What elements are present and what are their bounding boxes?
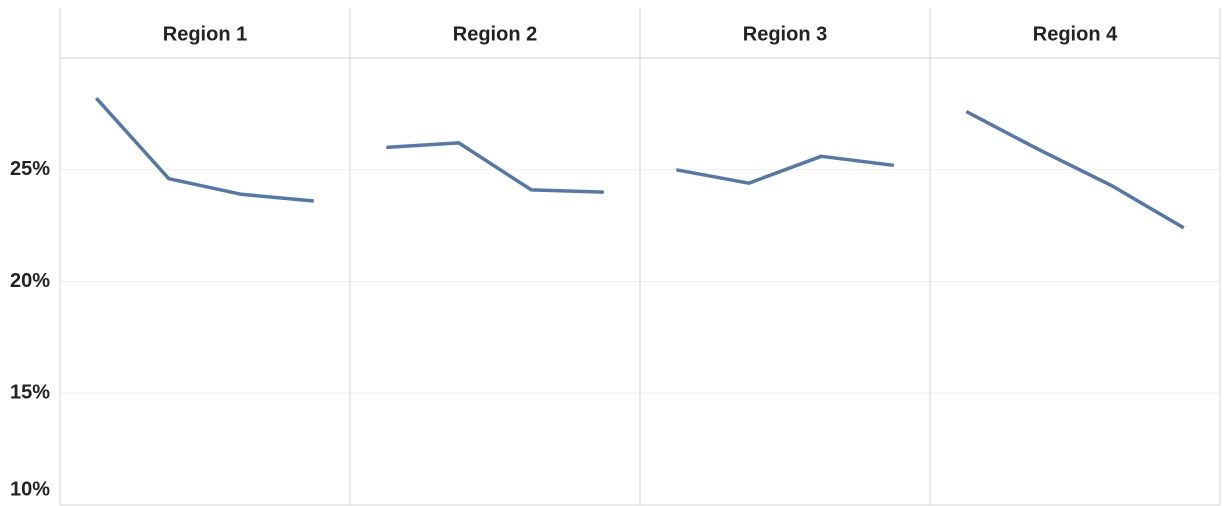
panel-title: Region 3	[743, 23, 827, 45]
y-tick-label: 25%	[10, 158, 50, 180]
y-tick-label: 15%	[10, 382, 50, 404]
line	[675, 154, 895, 185]
panel-title: Region 2	[453, 23, 537, 45]
line	[386, 141, 604, 194]
line	[965, 110, 1185, 230]
y-tick-label: 20%	[10, 270, 50, 292]
y-tick-label: 10%	[10, 478, 50, 500]
line	[94, 97, 314, 203]
panel-title: Region 4	[1033, 23, 1118, 45]
panel-title: Region 1	[163, 23, 247, 45]
